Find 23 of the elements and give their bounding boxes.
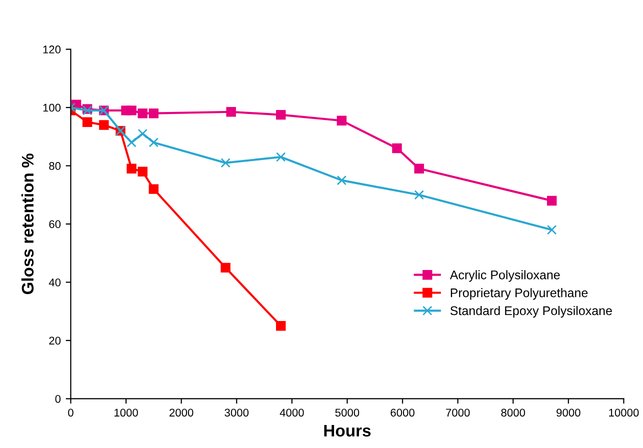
x-tick-label: 4000 [280,408,304,417]
x-tick-label: 5000 [335,408,360,417]
y-tick-label: 100 [43,104,61,112]
x-tick-label: 6000 [390,408,414,417]
y-tick-label: 0 [55,394,61,403]
legend-label: Acrylic Polysiloxane [450,270,560,282]
y-axis-title: Gloss retention % [21,154,34,294]
x-tick-label: 10000 [609,408,639,417]
x-tick-label: 9000 [556,408,580,417]
y-tick-label: 120 [43,46,61,54]
legend-label: Proprietary Polyurethane [450,288,588,300]
y-tick-label: 60 [49,220,61,228]
y-tick-label: 80 [49,162,61,170]
y-tick-label: 40 [48,278,61,286]
x-tick-label: 0 [68,408,74,417]
x-tick-label: 7000 [446,408,470,417]
legend-label: Standard Epoxy Polysiloxane [450,306,612,318]
x-axis-title: Hours [324,424,371,437]
x-tick-label: 1000 [114,408,138,417]
x-tick-label: 2000 [170,408,194,417]
y-tick-label: 20 [49,336,61,345]
x-tick-label: 3000 [224,408,249,417]
x-tick-label: 8000 [501,408,526,417]
